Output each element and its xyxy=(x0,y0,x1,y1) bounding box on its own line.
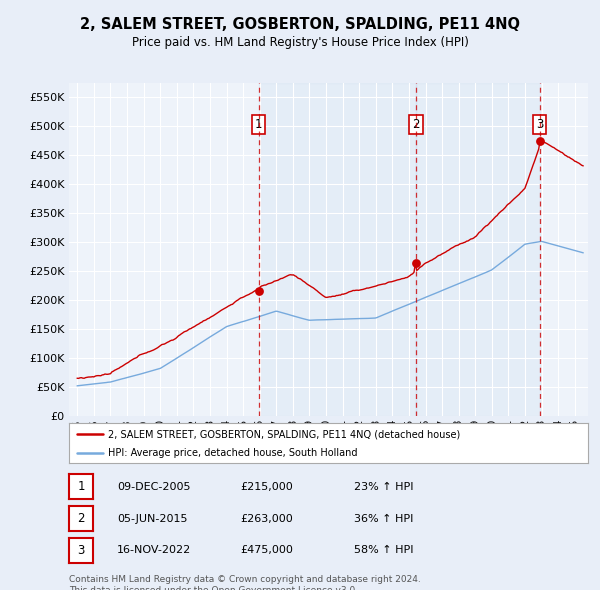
Text: 2: 2 xyxy=(412,118,420,131)
Text: Price paid vs. HM Land Registry's House Price Index (HPI): Price paid vs. HM Land Registry's House … xyxy=(131,36,469,49)
Text: 2, SALEM STREET, GOSBERTON, SPALDING, PE11 4NQ (detached house): 2, SALEM STREET, GOSBERTON, SPALDING, PE… xyxy=(108,430,460,440)
Point xyxy=(535,136,544,145)
Text: 16-NOV-2022: 16-NOV-2022 xyxy=(117,546,191,555)
Point xyxy=(254,287,263,296)
Bar xyxy=(416,83,539,416)
Text: 23% ↑ HPI: 23% ↑ HPI xyxy=(354,482,413,491)
Text: 1: 1 xyxy=(77,480,85,493)
Text: 2: 2 xyxy=(77,512,85,525)
Text: HPI: Average price, detached house, South Holland: HPI: Average price, detached house, Sout… xyxy=(108,448,358,458)
Text: £215,000: £215,000 xyxy=(240,482,293,491)
Text: 58% ↑ HPI: 58% ↑ HPI xyxy=(354,546,413,555)
Text: 3: 3 xyxy=(536,118,543,131)
Text: 05-JUN-2015: 05-JUN-2015 xyxy=(117,514,187,523)
Text: 3: 3 xyxy=(77,544,85,557)
Text: 1: 1 xyxy=(255,118,262,131)
Text: 2, SALEM STREET, GOSBERTON, SPALDING, PE11 4NQ: 2, SALEM STREET, GOSBERTON, SPALDING, PE… xyxy=(80,17,520,32)
Point xyxy=(411,259,421,268)
Bar xyxy=(259,83,416,416)
Text: £475,000: £475,000 xyxy=(240,546,293,555)
Text: £263,000: £263,000 xyxy=(240,514,293,523)
Text: Contains HM Land Registry data © Crown copyright and database right 2024.
This d: Contains HM Land Registry data © Crown c… xyxy=(69,575,421,590)
Text: 09-DEC-2005: 09-DEC-2005 xyxy=(117,482,191,491)
Text: 36% ↑ HPI: 36% ↑ HPI xyxy=(354,514,413,523)
